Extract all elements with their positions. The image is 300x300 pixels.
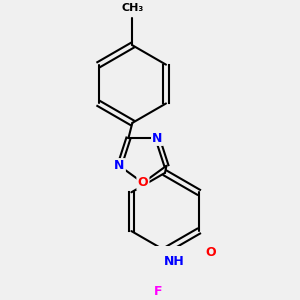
Text: F: F bbox=[154, 285, 163, 298]
Text: N: N bbox=[114, 159, 124, 172]
Text: NH: NH bbox=[164, 255, 184, 268]
Text: O: O bbox=[138, 176, 148, 189]
Text: O: O bbox=[206, 246, 216, 259]
Text: N: N bbox=[152, 132, 163, 145]
Text: CH₃: CH₃ bbox=[121, 3, 143, 13]
